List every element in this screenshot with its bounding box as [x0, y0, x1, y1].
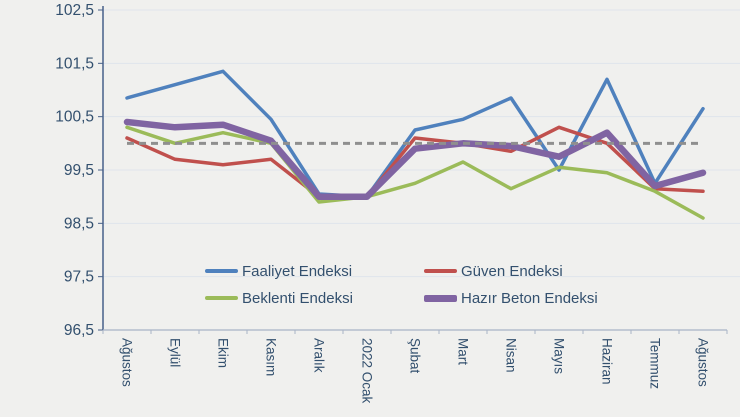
x-axis-label: Aralık	[312, 338, 327, 373]
x-axis-label: Şubat	[408, 338, 423, 374]
x-axis-label: 2022 Ocak	[360, 338, 375, 404]
x-axis-label: Haziran	[600, 338, 615, 385]
legend-label: Hazır Beton Endeksi	[461, 289, 598, 307]
y-axis-label: 98,5	[64, 215, 94, 232]
y-axis-label: 96,5	[64, 322, 94, 339]
series-line-haz-r-beton-endeksi	[123, 118, 707, 200]
x-axis-label: Nisan	[504, 338, 519, 373]
y-axis-label: 101,5	[55, 55, 94, 72]
legend-item-faaliyet-endeksi: Faaliyet Endeksi	[205, 262, 352, 280]
legend-swatch-guven-icon	[424, 269, 457, 273]
legend-label: Güven Endeksi	[461, 262, 563, 280]
legend-item-guven-endeksi: Güven Endeksi	[424, 262, 563, 280]
series-line-g-ven-endeksi	[125, 125, 705, 199]
x-axis-label: Ağustos	[120, 338, 135, 387]
legend-swatch-hazir-beton-icon	[424, 294, 457, 302]
legend-label: Faaliyet Endeksi	[242, 262, 353, 280]
x-axis-label: Mayıs	[552, 338, 567, 374]
y-axis-label: 102,5	[55, 2, 94, 19]
y-axis-label: 97,5	[64, 269, 94, 286]
x-axis-label: Ağustos	[696, 338, 711, 387]
series-line-beklenti-endeksi	[125, 125, 705, 220]
x-axis-label: Temmuz	[648, 338, 663, 389]
x-axis-label: Kasım	[264, 338, 279, 376]
series-line-faaliyet-endeksi	[125, 69, 705, 199]
legend-swatch-faaliyet-icon	[205, 269, 238, 273]
x-axis-label: Mart	[456, 338, 471, 365]
y-axis-label: 99,5	[64, 162, 94, 179]
legend-label: Beklenti Endeksi	[242, 289, 353, 307]
legend-swatch-beklenti-icon	[205, 296, 238, 300]
x-axis-label: Ekim	[216, 338, 231, 368]
y-axis-label: 100,5	[55, 109, 94, 126]
legend-item-beklenti-endeksi: Beklenti Endeksi	[205, 289, 353, 307]
legend-item-hazir-beton-endeksi: Hazır Beton Endeksi	[424, 289, 598, 307]
x-axis-label: Eylül	[168, 338, 183, 367]
